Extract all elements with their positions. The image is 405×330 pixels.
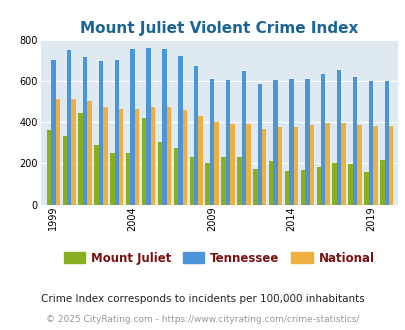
Bar <box>268 161 273 205</box>
Bar <box>388 126 392 205</box>
Bar <box>252 169 257 205</box>
Title: Mount Juliet Violent Crime Index: Mount Juliet Violent Crime Index <box>80 21 358 36</box>
Bar <box>320 74 325 205</box>
Bar <box>146 48 150 205</box>
Bar <box>194 66 198 205</box>
Bar <box>158 142 162 205</box>
Bar <box>67 50 71 205</box>
Bar <box>332 163 336 205</box>
Text: © 2025 CityRating.com - https://www.cityrating.com/crime-statistics/: © 2025 CityRating.com - https://www.city… <box>46 315 359 324</box>
Bar <box>225 80 230 205</box>
Bar <box>209 79 214 205</box>
Bar <box>221 157 225 205</box>
Bar <box>214 122 218 205</box>
Bar <box>162 49 166 205</box>
Bar <box>300 170 305 205</box>
Legend: Mount Juliet, Tennessee, National: Mount Juliet, Tennessee, National <box>59 247 378 269</box>
Bar <box>134 109 139 205</box>
Bar <box>316 168 320 205</box>
Bar <box>119 109 123 205</box>
Bar <box>114 60 119 205</box>
Bar <box>277 127 281 205</box>
Bar <box>325 123 329 205</box>
Bar <box>336 70 341 205</box>
Bar <box>305 79 309 205</box>
Bar <box>130 49 134 205</box>
Bar <box>237 157 241 205</box>
Bar <box>55 99 60 205</box>
Bar <box>261 129 266 205</box>
Bar <box>284 171 288 205</box>
Bar <box>71 99 76 205</box>
Bar <box>98 61 103 205</box>
Bar <box>126 153 130 205</box>
Bar <box>189 156 194 205</box>
Bar <box>352 77 356 205</box>
Bar <box>110 153 114 205</box>
Bar <box>182 110 187 205</box>
Bar <box>205 163 209 205</box>
Bar <box>83 57 87 205</box>
Bar <box>78 113 83 205</box>
Bar <box>62 136 67 205</box>
Bar <box>198 116 202 205</box>
Bar <box>173 148 178 205</box>
Bar <box>363 172 368 205</box>
Bar <box>273 80 277 205</box>
Bar <box>142 118 146 205</box>
Bar <box>94 145 98 205</box>
Bar <box>241 71 245 205</box>
Bar <box>293 127 297 205</box>
Bar <box>372 126 377 205</box>
Bar <box>356 125 361 205</box>
Text: Crime Index corresponds to incidents per 100,000 inhabitants: Crime Index corresponds to incidents per… <box>41 294 364 304</box>
Bar <box>379 160 384 205</box>
Bar <box>341 123 345 205</box>
Bar <box>103 107 107 205</box>
Bar <box>347 164 352 205</box>
Bar <box>384 81 388 205</box>
Bar <box>245 124 250 205</box>
Bar <box>87 102 92 205</box>
Bar <box>150 107 155 205</box>
Bar <box>51 60 55 205</box>
Bar <box>257 84 261 205</box>
Bar <box>178 56 182 205</box>
Bar <box>309 125 313 205</box>
Bar <box>47 130 51 205</box>
Bar <box>288 79 293 205</box>
Bar <box>166 107 171 205</box>
Bar <box>230 124 234 205</box>
Bar <box>368 81 372 205</box>
